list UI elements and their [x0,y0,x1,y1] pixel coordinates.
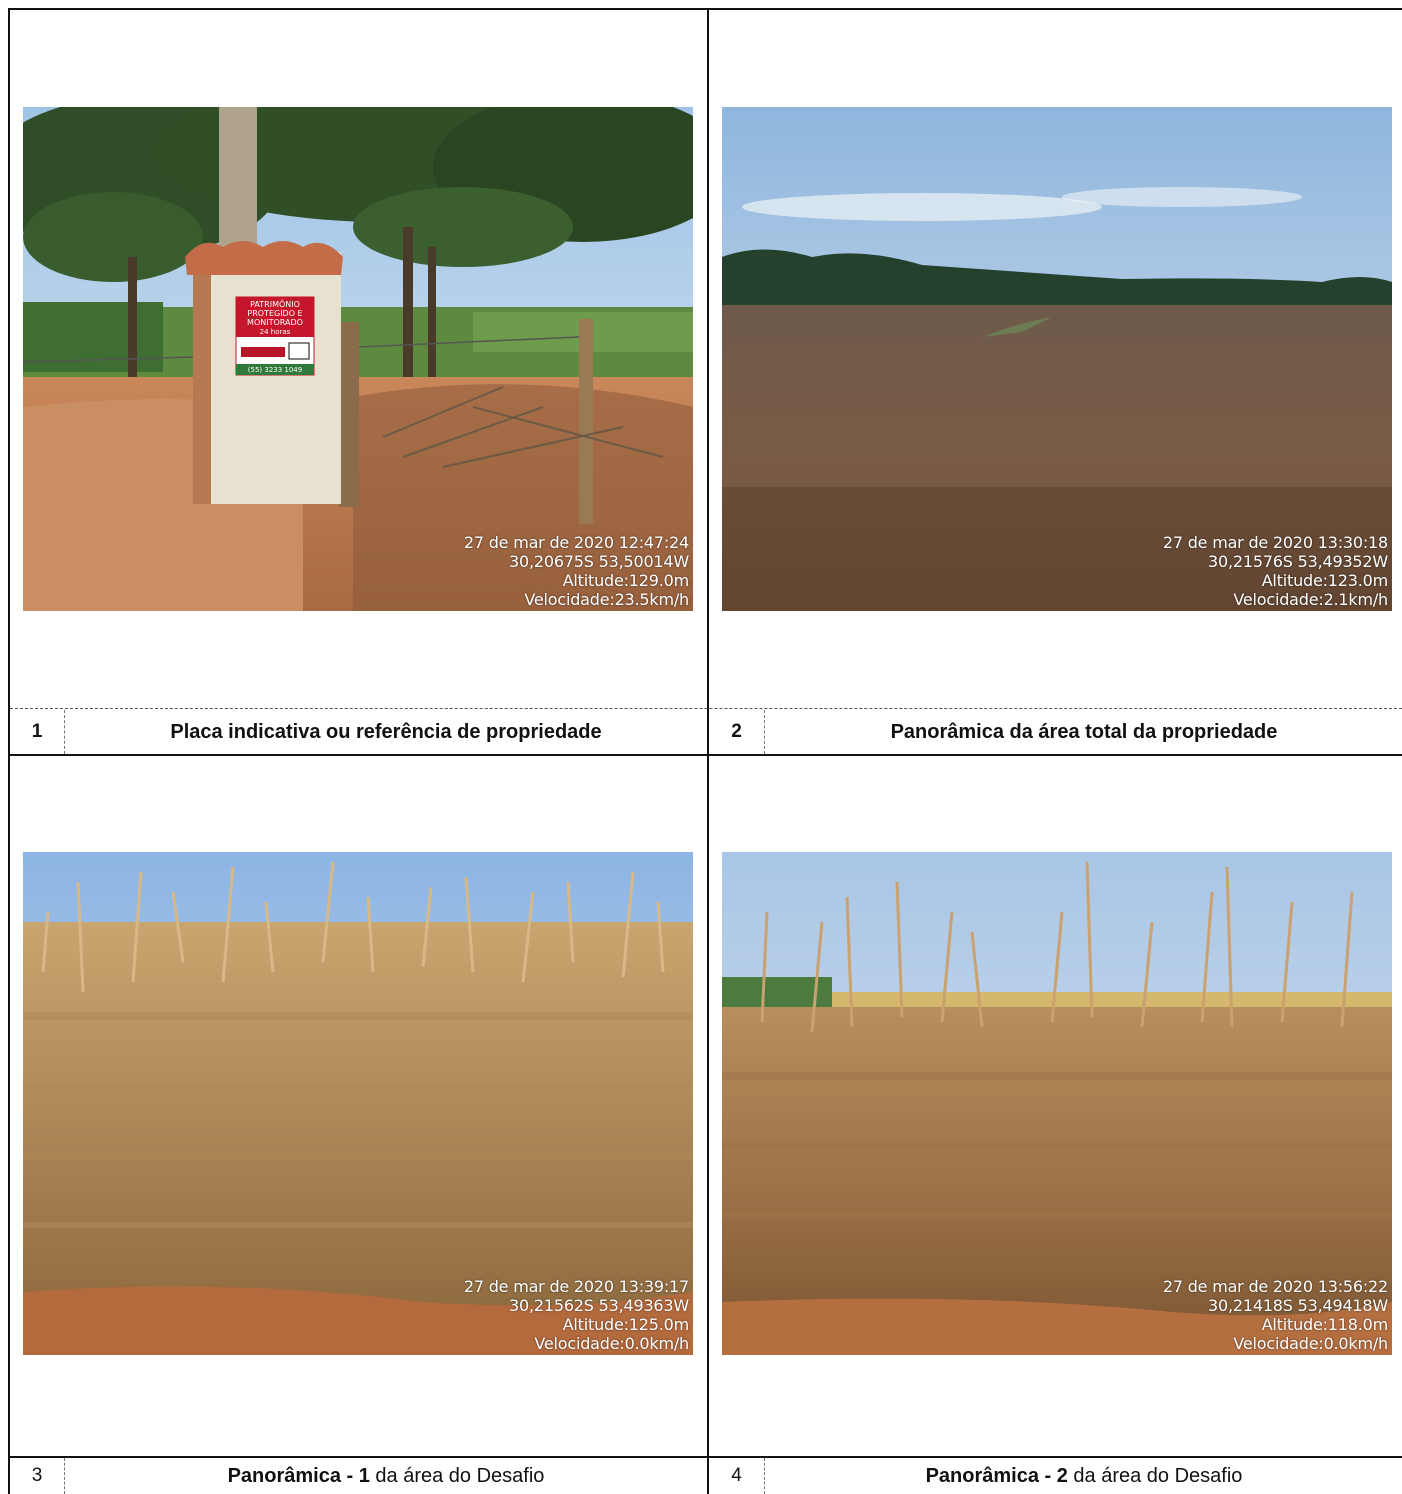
number-divider-4 [764,1458,765,1494]
stamp-speed: Velocidade:0.0km/h [534,1334,689,1353]
photo-soybean-area-2: 27 de mar de 2020 13:56:22 30,21418S 53,… [722,852,1392,1355]
photo-stamp: 27 de mar de 2020 13:56:22 30,21418S 53,… [1163,1277,1388,1353]
number-divider-3 [64,1458,65,1494]
caption-4-bold: Panorâmica - 2 [925,1464,1068,1487]
caption-3-rest: da área do Desafio [369,1464,545,1487]
photo-caption-3: Panorâmica - 1 da área do Desafio [66,1458,706,1494]
table-border-top [8,8,1402,10]
stamp-coordinates: 30,21576S 53,49352W [1208,552,1388,571]
photo-caption-4: Panorâmica - 2 da área do Desafio [766,1458,1402,1494]
photo-number-4: 4 [731,1465,742,1486]
photo-caption-1: Placa indicativa ou referência de propri… [170,720,602,743]
photo-panoramic-field: 27 de mar de 2020 13:30:18 30,21576S 53,… [722,107,1392,611]
sign-phone: (55) 3233 1049 [248,366,302,374]
sign-text-line1: PATRIMÔNIO [250,298,300,309]
sign-text-line2: PROTEGIDO E [247,309,302,318]
stamp-datetime: 27 de mar de 2020 13:56:22 [1162,1277,1388,1296]
photo-caption-2: Panorâmica da área total da propriedade [890,720,1278,743]
photo-number-3: 3 [31,1465,43,1486]
caption-divider-row2 [8,1456,1402,1458]
stamp-altitude: Altitude:123.0m [1261,571,1389,590]
sign-text-line4: 24 horas [260,328,291,336]
caption-3-bold: Panorâmica - 1 [227,1464,370,1487]
stamp-datetime: 27 de mar de 2020 12:47:24 [463,533,689,552]
stamp-coordinates: 30,21418S 53,49418W [1208,1296,1388,1315]
stamp-coordinates: 30,21562S 53,49363W [509,1296,689,1315]
stamp-coordinates: 30,20675S 53,50014W [509,552,689,571]
stamp-speed: Velocidade:23.5km/h [524,590,689,609]
photo-soybean-area-1: 27 de mar de 2020 13:39:17 30,21562S 53,… [23,852,693,1355]
table-border-left [8,8,10,1494]
stamp-datetime: 27 de mar de 2020 13:30:18 [1162,533,1388,552]
number-divider-1 [64,710,65,754]
stamp-datetime: 27 de mar de 2020 13:39:17 [463,1277,689,1296]
photo-stamp: 27 de mar de 2020 12:47:24 30,20675S 53,… [464,533,689,609]
stamp-speed: Velocidade:0.0km/h [1233,1334,1388,1353]
photo-number-2: 2 [731,721,742,742]
table-divider-center [707,8,709,1494]
photo-property-sign: PATRIMÔNIO PROTEGIDO E MONITORADO 24 hor… [23,107,693,611]
photo-number-1: 1 [31,721,43,742]
stamp-altitude: Altitude:125.0m [562,1315,690,1334]
photo-stamp: 27 de mar de 2020 13:30:18 30,21576S 53,… [1163,533,1388,609]
sign-text-line3: MONITORADO [247,318,303,327]
table-divider-row [8,754,1402,756]
stamp-altitude: Altitude:129.0m [562,571,690,590]
caption-divider-row1 [10,708,1402,709]
photo-stamp: 27 de mar de 2020 13:39:17 30,21562S 53,… [464,1277,689,1353]
stamp-speed: Velocidade:2.1km/h [1233,590,1388,609]
number-divider-2 [764,710,765,754]
caption-4-rest: da área do Desafio [1067,1464,1243,1487]
stamp-altitude: Altitude:118.0m [1261,1315,1389,1334]
